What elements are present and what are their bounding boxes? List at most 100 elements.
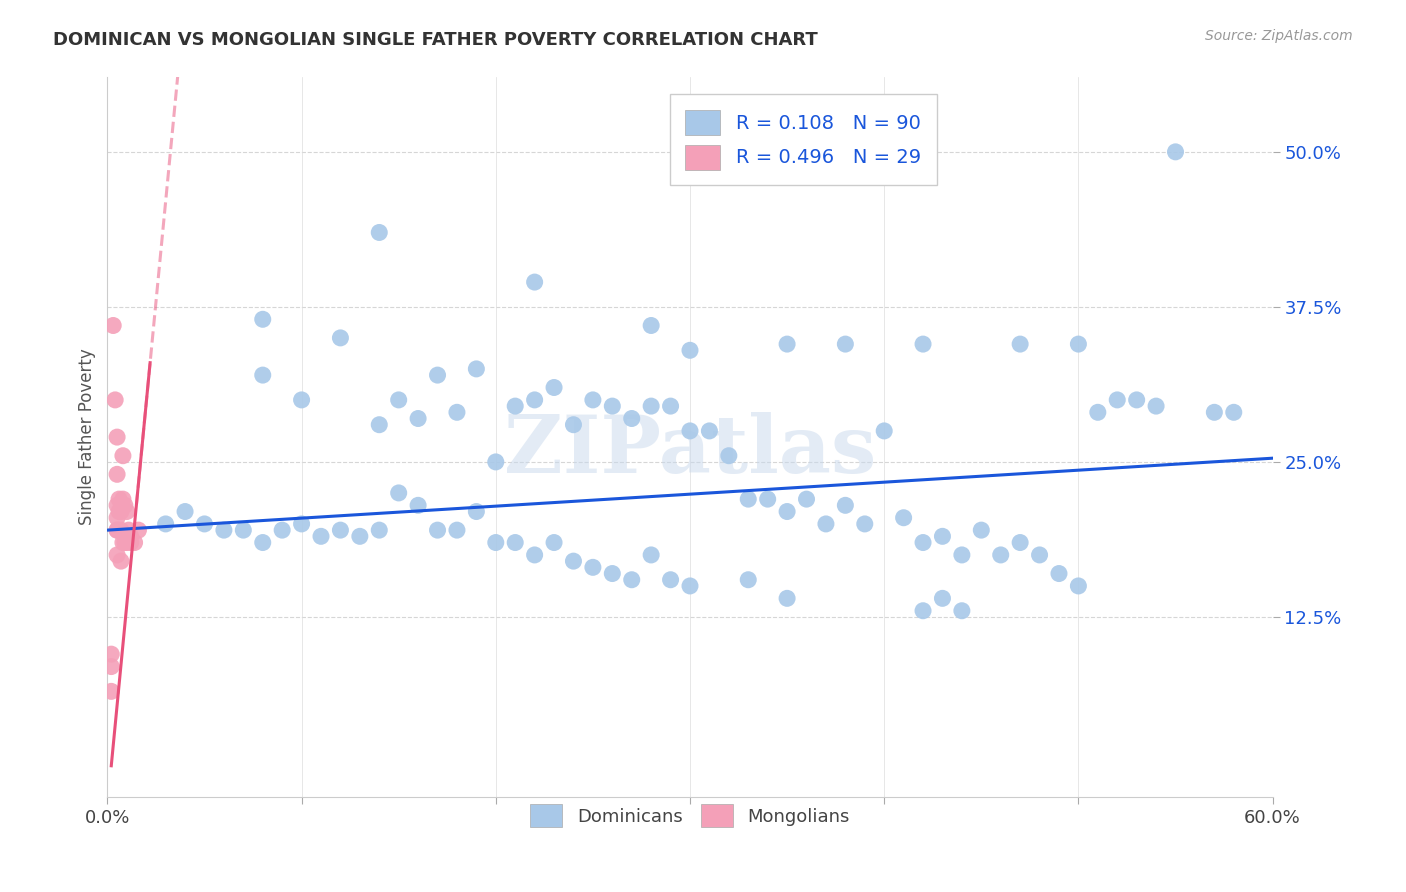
Point (950, 604, 973, 618)
Point (108, 504, 131, 518)
Point (105, 467, 128, 482)
Point (620, 411, 643, 425)
Point (776, 504, 799, 518)
Point (105, 510, 128, 524)
Point (834, 499, 856, 513)
Point (1144, 399, 1167, 413)
Point (252, 368, 274, 383)
Point (679, 424, 702, 438)
Point (120, 529, 142, 543)
Point (388, 392, 411, 407)
Point (1010, 337, 1032, 351)
Point (1164, 145, 1187, 159)
Point (110, 504, 132, 518)
Point (1204, 405, 1226, 419)
Point (582, 560, 605, 574)
Point (114, 535, 136, 549)
Point (120, 535, 142, 549)
Point (290, 392, 312, 407)
Point (329, 331, 352, 345)
Point (368, 523, 391, 537)
Point (679, 343, 702, 358)
Point (115, 535, 138, 549)
Point (776, 591, 799, 606)
Point (620, 573, 643, 587)
Point (100, 684, 122, 698)
Point (776, 337, 799, 351)
Point (110, 523, 132, 537)
Point (640, 318, 662, 333)
Point (931, 529, 953, 543)
Point (465, 504, 488, 518)
Point (562, 417, 585, 432)
Point (1067, 337, 1090, 351)
Point (111, 535, 134, 549)
Point (111, 492, 134, 507)
Point (640, 548, 662, 562)
Point (543, 535, 565, 549)
Point (602, 566, 624, 581)
Point (737, 573, 759, 587)
Point (349, 529, 371, 543)
Point (1223, 405, 1246, 419)
Point (118, 523, 141, 537)
Point (105, 430, 128, 444)
Point (503, 535, 526, 549)
Point (406, 411, 429, 425)
Point (1087, 405, 1109, 419)
Point (368, 417, 391, 432)
Point (814, 516, 837, 531)
Point (679, 579, 702, 593)
Y-axis label: Single Father Poverty: Single Father Poverty (79, 349, 96, 525)
Point (115, 504, 138, 518)
Point (465, 362, 488, 376)
Point (193, 516, 215, 531)
Point (873, 424, 896, 438)
Point (717, 449, 740, 463)
Point (329, 523, 352, 537)
Point (990, 548, 1012, 562)
Point (110, 554, 132, 568)
Point (1125, 392, 1147, 407)
Point (523, 548, 546, 562)
Point (426, 368, 449, 383)
Point (252, 535, 274, 549)
Point (108, 492, 131, 507)
Point (114, 499, 136, 513)
Point (1067, 579, 1090, 593)
Point (252, 312, 274, 326)
Point (426, 523, 449, 537)
Point (659, 399, 682, 413)
Point (174, 504, 197, 518)
Point (737, 492, 759, 507)
Point (912, 337, 935, 351)
Point (523, 275, 546, 289)
Point (912, 604, 935, 618)
Point (111, 449, 134, 463)
Point (388, 486, 411, 500)
Point (931, 591, 953, 606)
Point (970, 523, 993, 537)
Point (309, 529, 332, 543)
Point (105, 499, 128, 513)
Point (562, 554, 585, 568)
Point (446, 523, 468, 537)
Text: Source: ZipAtlas.com: Source: ZipAtlas.com (1205, 29, 1353, 43)
Point (271, 523, 294, 537)
Point (485, 455, 508, 469)
Point (1047, 566, 1070, 581)
Point (105, 523, 128, 537)
Point (853, 516, 876, 531)
Point (212, 523, 235, 537)
Text: DOMINICAN VS MONGOLIAN SINGLE FATHER POVERTY CORRELATION CHART: DOMINICAN VS MONGOLIAN SINGLE FATHER POV… (53, 31, 818, 49)
Point (103, 318, 125, 333)
Point (406, 499, 429, 513)
Point (485, 535, 508, 549)
Point (503, 399, 526, 413)
Point (1107, 392, 1129, 407)
Point (699, 424, 721, 438)
Legend: Dominicans, Mongolians: Dominicans, Mongolians (523, 797, 858, 835)
Point (105, 523, 128, 537)
Point (796, 492, 818, 507)
Point (523, 392, 546, 407)
